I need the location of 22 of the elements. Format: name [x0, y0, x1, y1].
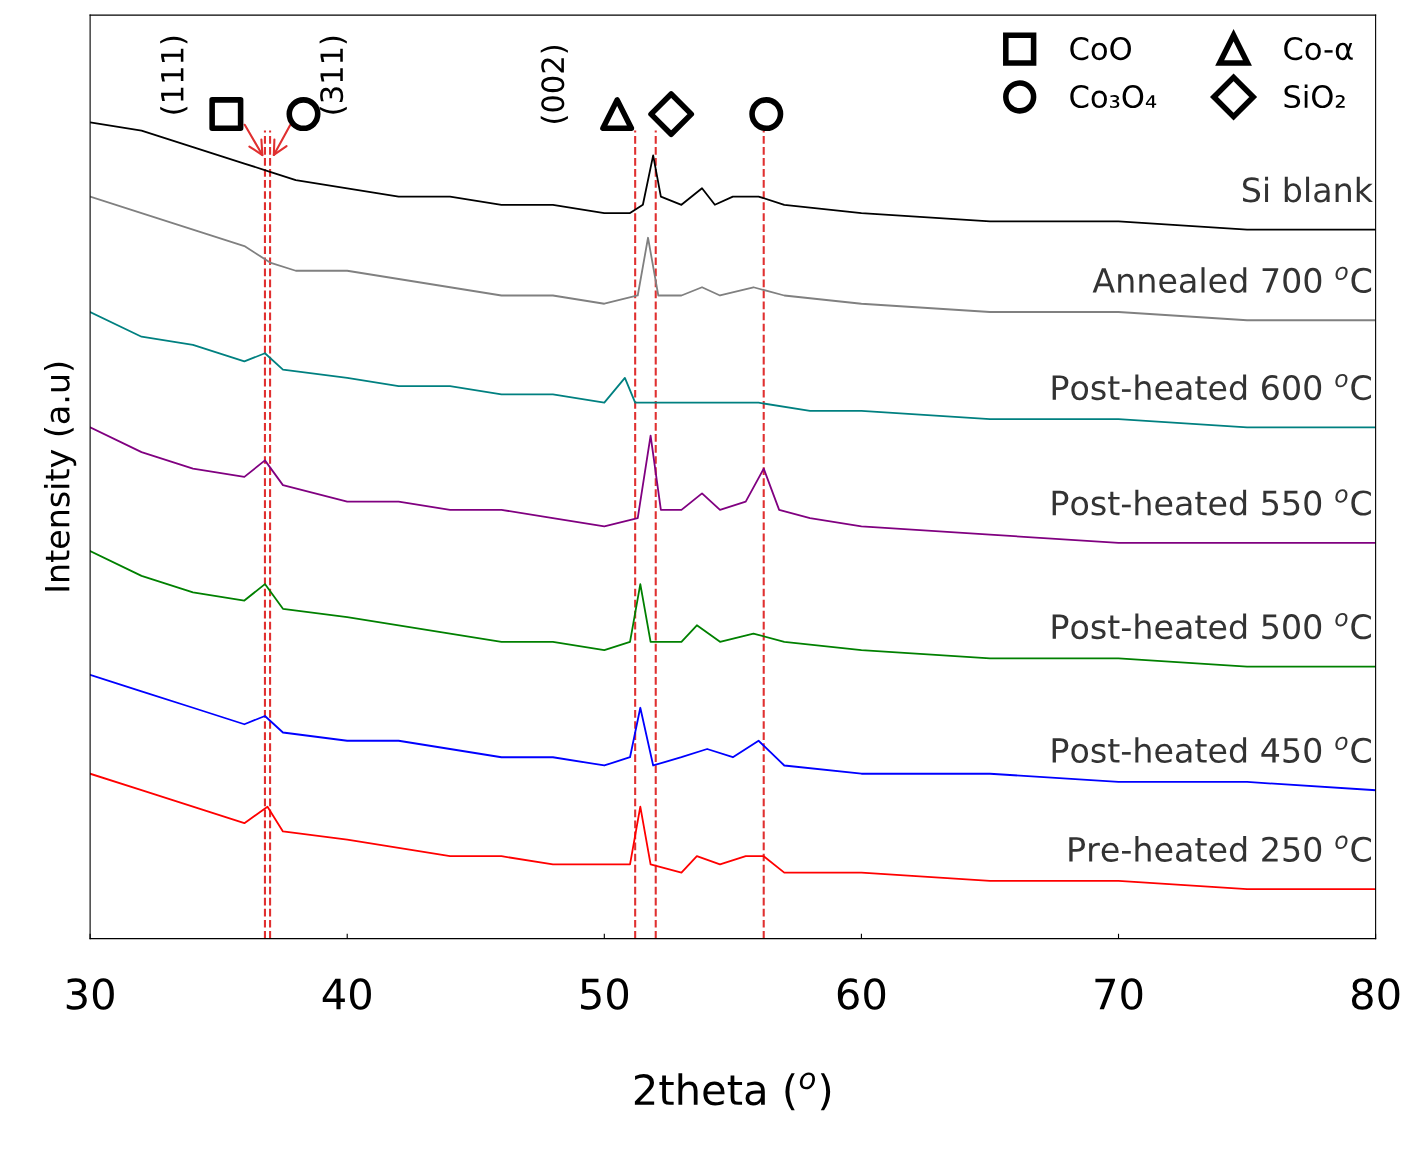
series-label: Post-heated 500 $^{o}$C: [1052, 612, 1371, 640]
x-tick-label: 70: [1095, 978, 1143, 1010]
series-label: Pre-heated 250 $^{o}$C: [1069, 835, 1371, 862]
legend-label: CoO: [1070, 37, 1131, 61]
text: (311): [319, 36, 347, 114]
legend-label: SiO₂: [1284, 84, 1345, 109]
x-tick-label: 80: [1351, 978, 1400, 1010]
series-label: Annealed 700 $^{o}$C: [1092, 266, 1372, 293]
x-tick-label: 30: [66, 978, 114, 1010]
annotation: (002): [540, 45, 568, 123]
series-label: Post-heated 550 $^{o}$C: [1052, 489, 1371, 516]
x-axis-title: 2theta ($^{o}$): [634, 1072, 831, 1111]
series-label: Si blank: [1242, 176, 1373, 203]
legend-label: Co-α: [1284, 37, 1353, 61]
x-tick-label: 50: [581, 978, 629, 1010]
series-label: Post-heated 600 $^{o}$C: [1052, 373, 1371, 401]
series-label: Post-heated 450 $^{o}$C: [1052, 736, 1371, 763]
y-axis-title: Intensity (a.u): [43, 362, 77, 591]
legend-label: Co₃O₄: [1070, 84, 1157, 109]
x-tick-label: 60: [837, 978, 886, 1010]
x-tick-label: 40: [322, 978, 371, 1010]
text: (111): [160, 36, 188, 114]
